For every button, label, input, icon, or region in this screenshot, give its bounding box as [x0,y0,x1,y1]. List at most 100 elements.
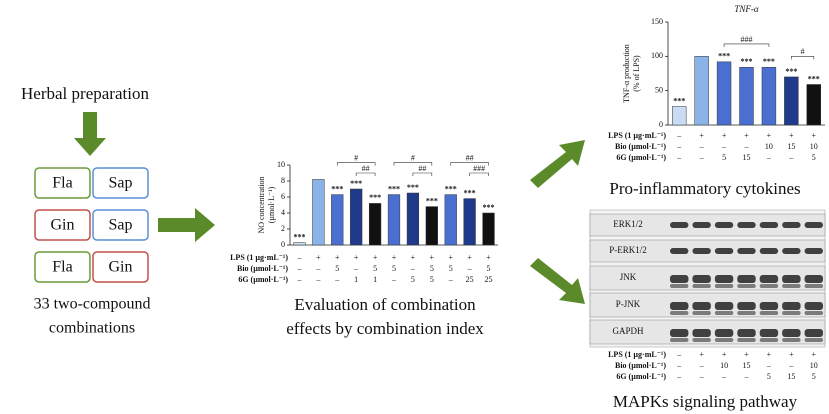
blot-band [737,222,755,228]
condition-cell: 5 [392,264,396,273]
blot-band [692,302,710,310]
condition-cell: – [410,264,416,273]
blot-band [692,248,710,254]
bar [445,195,457,245]
condition-label: 6G (µmol·L⁻¹) [616,153,666,162]
condition-label: 6G (µmol·L⁻¹) [616,372,666,381]
significance: *** [350,179,362,188]
blot-band [715,222,733,228]
condition-cell: + [699,131,704,140]
blot-label: ERK1/2 [613,219,643,229]
condition-label: LPS (1 µg·mL⁻¹) [608,350,666,359]
condition-cell: – [296,253,302,262]
blot-band [670,302,688,310]
blot-band [670,338,688,342]
condition-label: Bio (µmol·L⁻¹) [237,264,288,273]
bracket-label: ## [466,153,474,162]
blot-band [782,302,800,310]
condition-cell: 5 [812,372,816,381]
condition-cell: + [812,131,817,140]
bar [407,193,419,245]
blot-band [715,311,733,315]
blot-band [760,248,778,254]
significance: *** [331,184,343,193]
condition-cell: – [315,264,321,273]
blot-band [782,248,800,254]
bracket-label: ### [473,164,485,173]
compound-label: Fla [52,175,72,192]
condition-cell: – [296,264,302,273]
condition-cell: 5 [411,275,415,284]
condition-cell: – [676,372,682,381]
condition-cell: – [334,275,340,284]
y-tick-label: 100 [651,51,663,60]
condition-cell: 5 [373,264,377,273]
condition-label: Bio (µmol·L⁻¹) [615,142,666,151]
blot-band [737,284,755,288]
y-tick-label: 0 [281,240,285,249]
blot-band [760,302,778,310]
chart-title: TNF-α [734,4,759,14]
blot-band [715,338,733,342]
condition-cell: + [467,253,472,262]
significance: *** [293,232,305,241]
condition-cell: – [744,372,750,381]
blot-band [692,222,710,228]
bracket [356,173,375,176]
condition-cell: – [721,142,727,151]
bar [313,179,325,245]
blot-band [760,284,778,288]
compound-label: Sap [109,217,133,234]
condition-cell: – [448,275,454,284]
blot-band [760,222,778,228]
arrow-right [158,208,215,242]
condition-cell: 5 [430,275,434,284]
blot-band [670,329,688,337]
blot-band [760,329,778,337]
blot-label: JNK [620,272,637,282]
arrow-down-right [530,258,585,304]
condition-cell: + [430,253,435,262]
significance: *** [763,57,775,66]
blot-band [670,222,688,228]
bracket-label: # [411,153,415,162]
blot-band [805,284,823,288]
y-axis-label: (% of LPS) [632,55,641,92]
condition-cell: 10 [765,142,773,151]
condition-label: LPS (1 µg·mL⁻¹) [230,253,288,262]
blot-band [782,222,800,228]
condition-cell: 10 [810,361,818,370]
blot-band [805,311,823,315]
blot-band [782,329,800,337]
blot-band [670,311,688,315]
blot-band [737,338,755,342]
significance: *** [426,196,438,205]
significance: *** [407,183,419,192]
blot-band [805,275,823,283]
condition-cell: 15 [743,153,751,162]
blot-band [782,275,800,283]
y-axis-label: (µmol·L⁻¹) [267,186,276,223]
significance: *** [741,57,753,66]
bracket-label: ### [741,35,753,44]
condition-cell: + [789,350,794,359]
condition-cell: 10 [810,142,818,151]
blot-band [692,329,710,337]
blot-band [692,284,710,288]
blot-band [715,248,733,254]
condition-cell: + [789,131,794,140]
condition-cell: – [467,264,473,273]
condition-cell: 5 [449,264,453,273]
significance: *** [673,96,685,105]
blot-band [715,329,733,337]
blot-band [737,248,755,254]
herbal-caption: combinations [49,320,135,337]
bracket [413,173,432,176]
y-axis-label: TNF-α production [622,44,631,103]
bar [483,213,495,245]
condition-cell: – [699,153,705,162]
condition-cell: – [766,153,772,162]
arrow-down [74,112,106,156]
condition-cell: + [722,350,727,359]
significance: *** [808,74,820,83]
